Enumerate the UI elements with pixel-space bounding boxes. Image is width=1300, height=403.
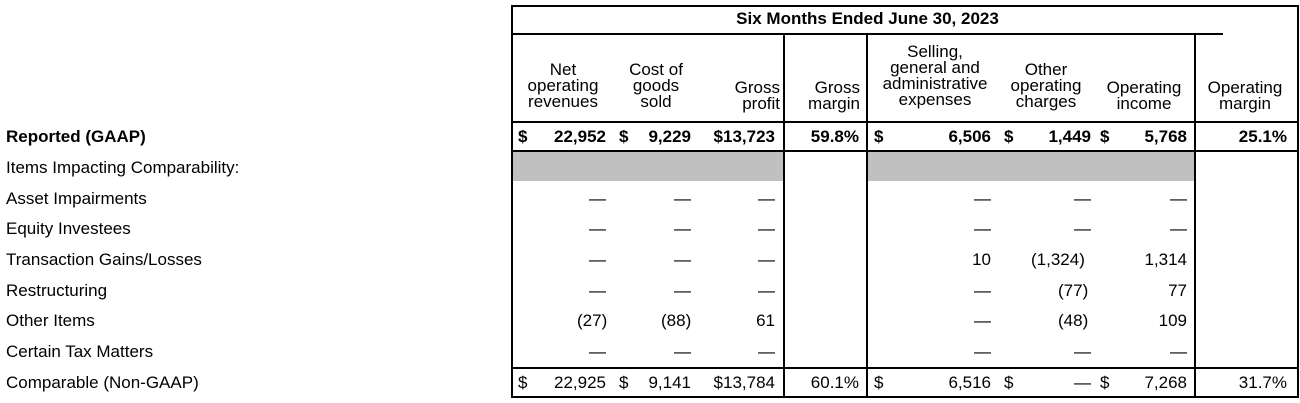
cell-tax-gp: — — [758, 342, 775, 361]
header-operating-margin: Operating margin — [1207, 78, 1283, 113]
cell-other-cogs: (88) — [661, 311, 692, 330]
cell-comparable-sga: 6,516 — [948, 373, 991, 392]
cell-comparable-om: 31.7% — [1238, 373, 1287, 392]
cell-restructuring-gp: — — [758, 281, 775, 300]
comparable-top-rule — [511, 367, 1298, 369]
cell-restructuring-oi: 77 — [1168, 281, 1187, 300]
cell-asset-cogs: — — [674, 189, 691, 208]
cell-asset-nor: — — [589, 189, 606, 208]
cell-other-ooc: (48) — [1058, 311, 1089, 330]
currency-symbol: $ — [874, 127, 884, 146]
cell-transaction-oi: 1,314 — [1144, 250, 1187, 269]
table-left-border — [511, 5, 513, 398]
cell-other-nor: (27) — [577, 311, 608, 330]
currency-symbol: $ — [1100, 127, 1110, 146]
currency-symbol: $ — [1100, 373, 1110, 392]
cell-tax-cogs: — — [674, 342, 691, 361]
header-net-operating-revenues: Net operating revenues — [527, 60, 599, 111]
cell-asset-oi: — — [1170, 189, 1187, 208]
cell-equity-oi: — — [1170, 219, 1187, 238]
row-label-equity-investees: Equity Investees — [6, 219, 131, 238]
header-cost-of-goods-sold: Cost of goods sold — [629, 60, 683, 111]
cell-other-gp: 61 — [756, 311, 775, 330]
col-divider-gm-left — [783, 33, 785, 398]
cell-transaction-nor: — — [589, 250, 606, 269]
reported-bottom-rule — [511, 150, 1298, 152]
row-label-asset-impairments: Asset Impairments — [6, 189, 147, 208]
cell-reported-cogs: 9,229 — [648, 127, 691, 146]
row-label-transaction-gains: Transaction Gains/Losses — [6, 250, 202, 269]
header-bottom-rule — [511, 121, 1298, 123]
cell-tax-sga: — — [974, 342, 991, 361]
row-label-comparable: Comparable (Non-GAAP) — [6, 373, 199, 392]
header-sga: Selling, general and administrative expense… — [882, 42, 988, 109]
cell-comparable-gm: 60.1% — [810, 373, 859, 392]
cell-restructuring-cogs: — — [674, 281, 691, 300]
table-bottom-border — [511, 396, 1298, 398]
header-gross-margin: Gross margin — [808, 78, 860, 113]
cell-equity-cogs: — — [674, 219, 691, 238]
table-top-border — [511, 5, 1298, 7]
cell-reported-oi: 5,768 — [1144, 127, 1187, 146]
cell-tax-nor: — — [589, 342, 606, 361]
cell-restructuring-nor: — — [589, 281, 606, 300]
cell-comparable-cogs: 9,141 — [648, 373, 691, 392]
row-label-items-impacting: Items Impacting Comparability: — [6, 158, 240, 177]
cell-comparable-gp: $13,784 — [713, 373, 775, 392]
currency-symbol: $ — [874, 373, 884, 392]
row-label-restructuring: Restructuring — [6, 281, 108, 300]
cell-reported-sga: 6,506 — [948, 127, 991, 146]
cell-asset-sga: — — [974, 189, 991, 208]
currency-symbol: $ — [619, 127, 629, 146]
row-label-tax-matters: Certain Tax Matters — [6, 342, 154, 361]
cell-restructuring-ooc: (77) — [1058, 281, 1089, 300]
shaded-band-right — [868, 152, 1194, 181]
header-other-operating-charges: Other operating charges — [1010, 60, 1082, 111]
cell-reported-ooc: 1,449 — [1048, 127, 1091, 146]
col-divider-om-left — [1194, 33, 1196, 398]
currency-symbol: $ — [518, 127, 528, 146]
cell-restructuring-sga: — — [974, 281, 991, 300]
cell-other-oi: 109 — [1158, 311, 1187, 330]
cell-asset-gp: — — [758, 189, 775, 208]
table-right-border — [1297, 5, 1299, 398]
cell-transaction-ooc: (1,324) — [1031, 250, 1085, 269]
row-label-other-items: Other Items — [6, 311, 95, 330]
cell-asset-ooc: — — [1074, 189, 1091, 208]
shaded-band-left — [513, 152, 783, 181]
cell-transaction-cogs: — — [674, 250, 691, 269]
col-divider-gm-right — [866, 33, 868, 398]
cell-equity-sga: — — [974, 219, 991, 238]
cell-comparable-nor: 22,925 — [554, 373, 606, 392]
cell-reported-gp: $13,723 — [713, 127, 775, 146]
cell-tax-ooc: — — [1074, 342, 1091, 361]
cell-comparable-oi: 7,268 — [1144, 373, 1187, 392]
cell-equity-nor: — — [589, 219, 606, 238]
currency-symbol: $ — [1004, 373, 1014, 392]
header-operating-income: Operating income — [1106, 78, 1182, 113]
cell-equity-gp: — — [758, 219, 775, 238]
cell-comparable-ooc: — — [1074, 373, 1091, 392]
header-gross-profit: Gross profit — [734, 78, 780, 113]
cell-equity-ooc: — — [1074, 219, 1091, 238]
cell-tax-oi: — — [1170, 342, 1187, 361]
cell-reported-gm: 59.8% — [810, 127, 859, 146]
currency-symbol: $ — [518, 373, 528, 392]
cell-other-sga: — — [974, 311, 991, 330]
currency-symbol: $ — [619, 373, 629, 392]
row-label-reported: Reported (GAAP) — [6, 127, 146, 146]
table-title: Six Months Ended June 30, 2023 — [736, 9, 999, 28]
cell-transaction-gp: — — [758, 250, 775, 269]
cell-transaction-sga: 10 — [972, 250, 991, 269]
cell-reported-om: 25.1% — [1238, 127, 1287, 146]
currency-symbol: $ — [1004, 127, 1014, 146]
cell-reported-nor: 22,952 — [554, 127, 606, 146]
